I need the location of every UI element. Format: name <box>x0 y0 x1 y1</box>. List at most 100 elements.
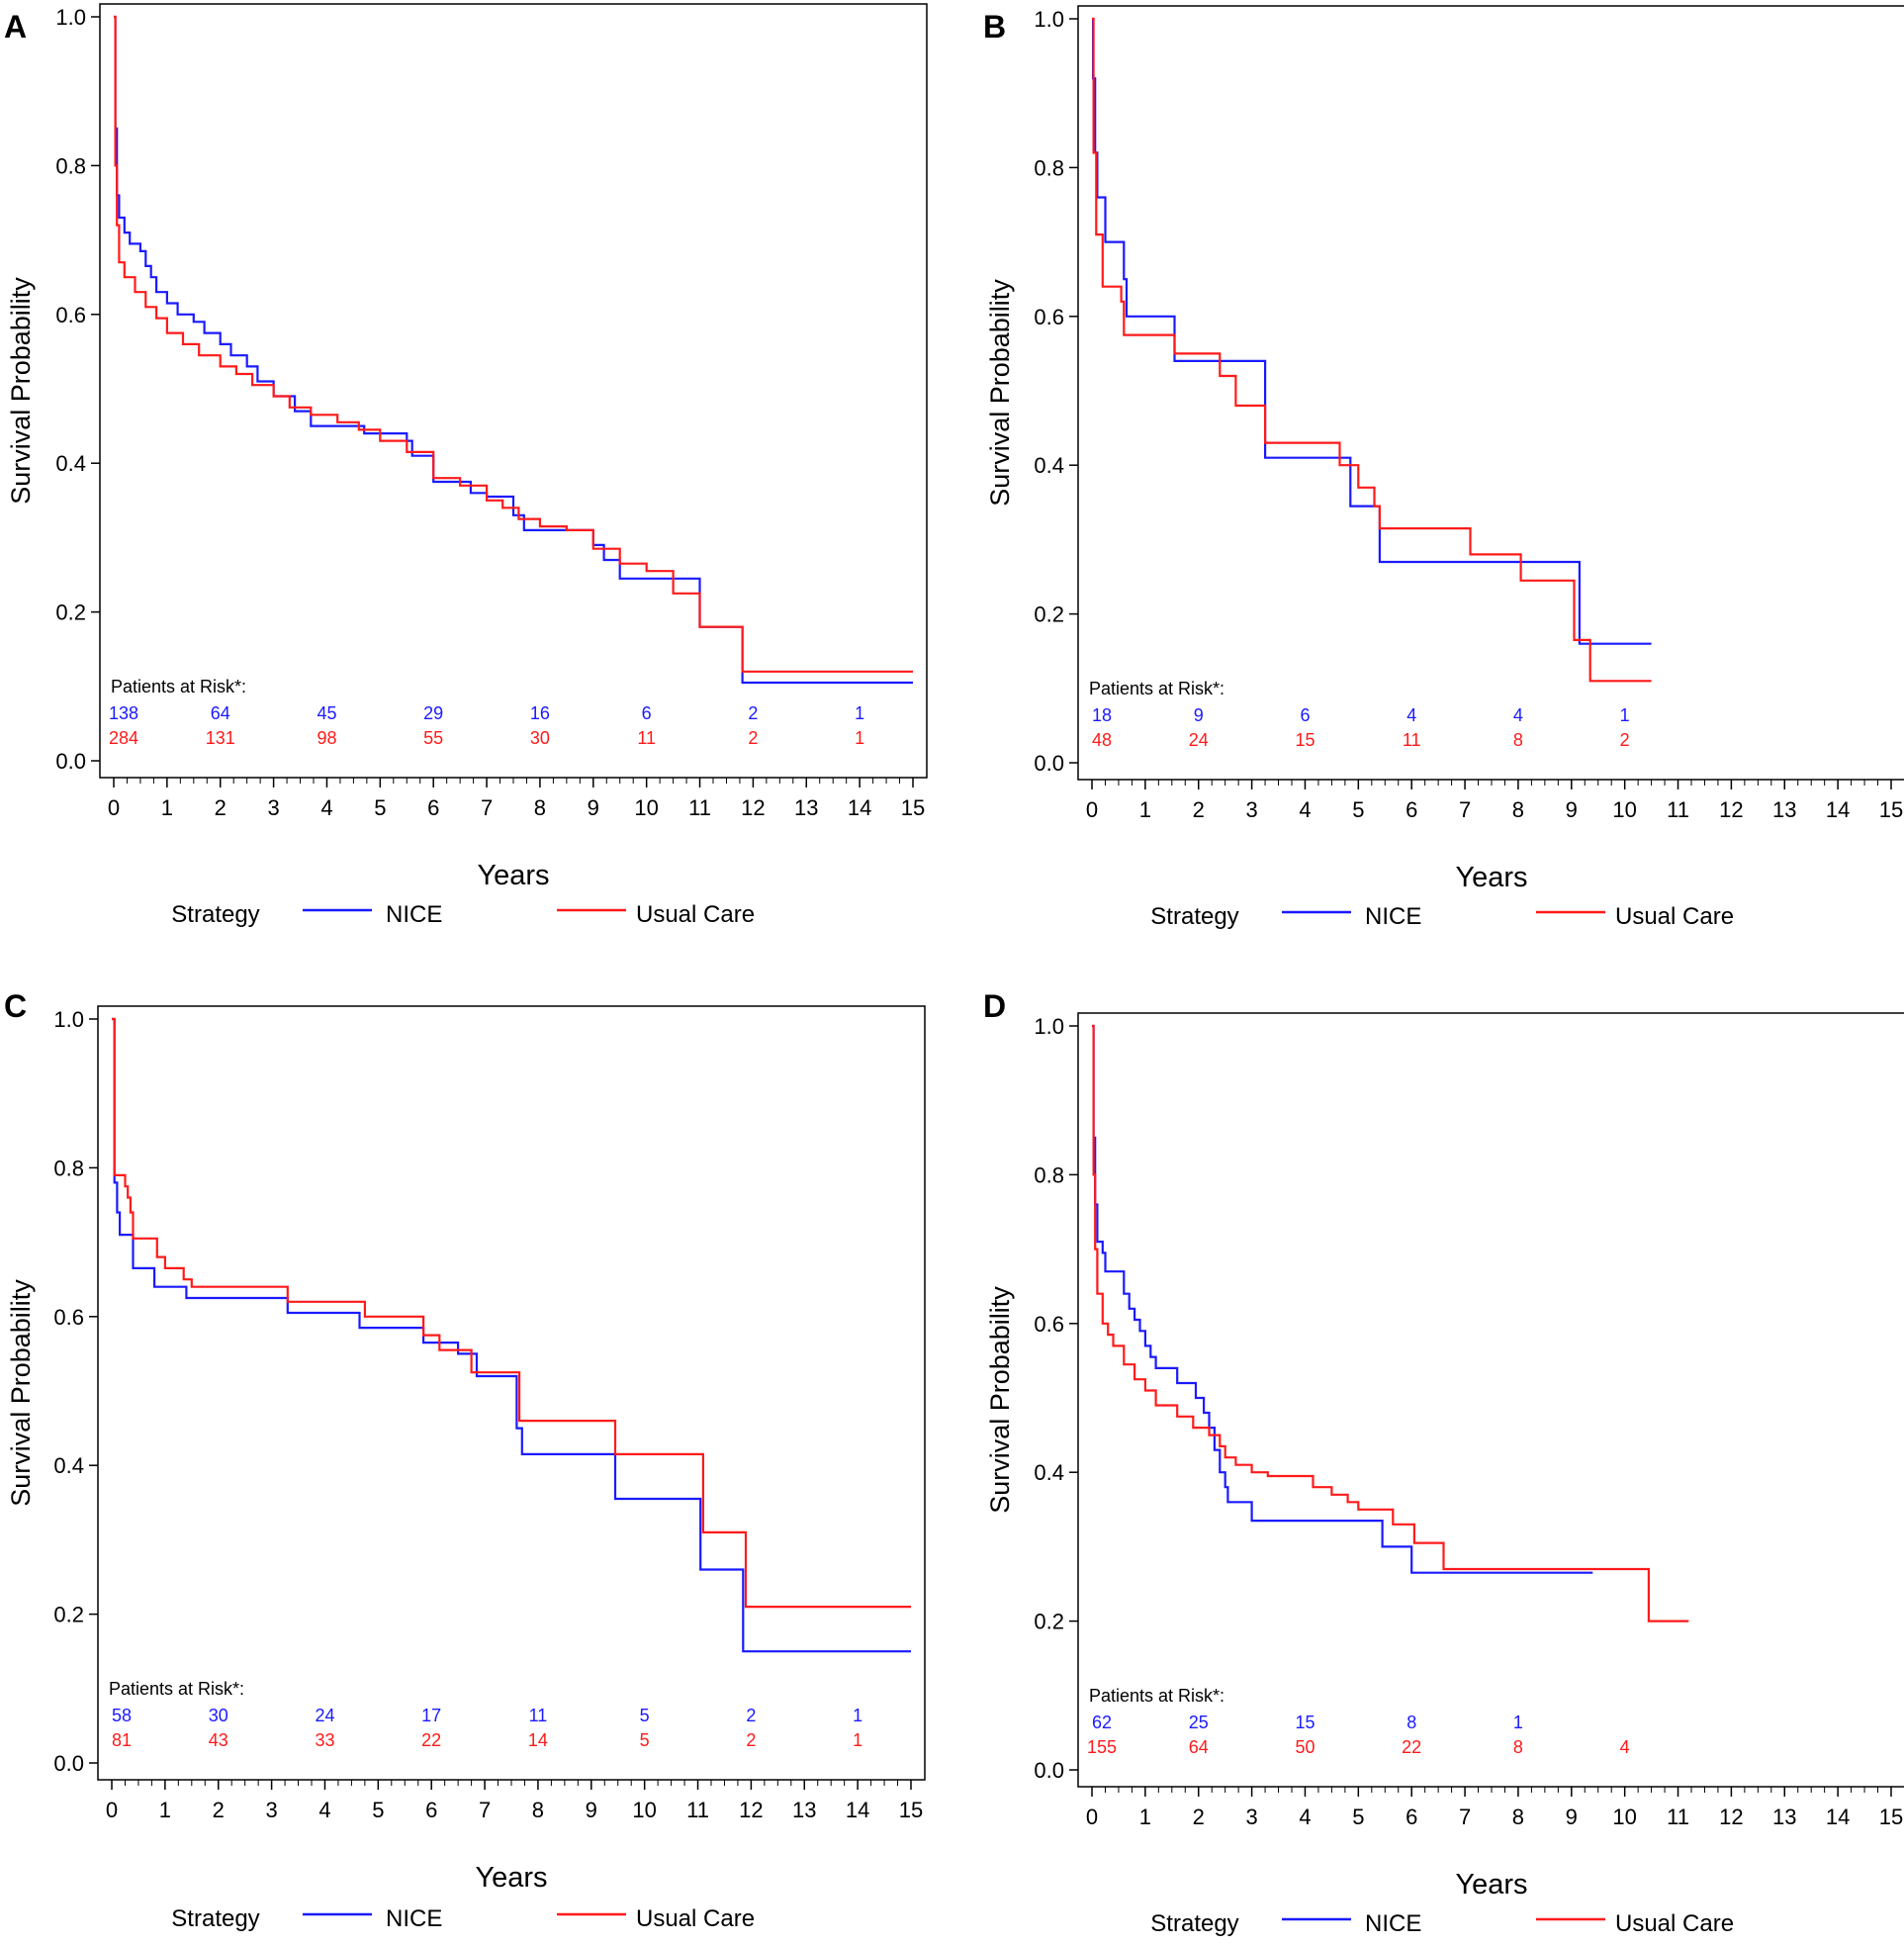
series-line-nice <box>1092 1024 1593 1574</box>
y-tick-label: 0.8 <box>55 153 86 178</box>
risk-count-usual-care: 284 <box>109 728 138 748</box>
y-tick-label: 0.0 <box>1034 751 1064 776</box>
x-tick-label: 2 <box>215 795 227 820</box>
x-tick-label: 9 <box>1566 1805 1578 1829</box>
y-tick-label: 0.6 <box>1034 1312 1064 1337</box>
legend-label-nice: NICE <box>386 901 442 928</box>
y-tick-label: 1.0 <box>55 5 86 30</box>
x-tick-label: 10 <box>632 1798 656 1822</box>
risk-count-nice: 24 <box>315 1706 334 1725</box>
x-tick-label: 9 <box>586 1798 597 1822</box>
x-axis-title: Years <box>1455 862 1527 893</box>
y-axis-title: Survival Probability <box>6 277 36 505</box>
x-tick-label: 13 <box>1772 797 1796 822</box>
y-tick-label: 0.0 <box>1034 1758 1064 1783</box>
x-tick-label: 14 <box>848 795 871 820</box>
y-tick-label: 0.8 <box>1034 1162 1064 1187</box>
risk-count-nice: 15 <box>1295 1713 1315 1732</box>
x-tick-label: 12 <box>739 1798 763 1822</box>
y-tick-label: 1.0 <box>1034 7 1064 32</box>
x-tick-label: 8 <box>534 795 546 820</box>
risk-count-usual-care: 81 <box>112 1730 132 1750</box>
x-tick-label: 0 <box>106 1798 118 1822</box>
risk-count-nice: 17 <box>421 1706 441 1725</box>
x-tick-label: 5 <box>1352 797 1364 822</box>
risk-count-usual-care: 1 <box>853 1730 862 1750</box>
legend: Strategy NICE Usual Care <box>1150 1910 1734 1937</box>
risk-count-usual-care: 98 <box>317 728 336 748</box>
risk-table-title: Patients at Risk*: <box>1089 679 1224 698</box>
x-tick-label: 0 <box>1086 797 1098 822</box>
x-tick-label: 3 <box>265 1798 277 1822</box>
x-tick-label: 3 <box>1245 1805 1257 1829</box>
risk-count-usual-care: 8 <box>1513 730 1523 750</box>
risk-count-usual-care: 155 <box>1087 1737 1117 1757</box>
risk-count-usual-care: 131 <box>206 728 235 748</box>
x-tick-label: 15 <box>899 1798 923 1822</box>
risk-count-nice: 58 <box>112 1706 132 1725</box>
y-tick-label: 0.6 <box>53 1305 84 1330</box>
x-tick-label: 7 <box>481 795 493 820</box>
x-tick-label: 1 <box>161 795 173 820</box>
series-line-usual-care <box>1092 17 1652 683</box>
x-tick-label: 15 <box>1879 797 1903 822</box>
risk-count-usual-care: 1 <box>855 728 864 748</box>
y-tick-label: 0.4 <box>53 1453 84 1478</box>
risk-count-usual-care: 22 <box>421 1730 441 1750</box>
legend-title: Strategy <box>1150 1910 1238 1937</box>
x-tick-label: 11 <box>1667 1805 1689 1829</box>
risk-count-nice: 4 <box>1513 705 1523 725</box>
y-axis-title: Survival Probability <box>6 1279 36 1507</box>
x-tick-label: 1 <box>1139 1805 1151 1829</box>
risk-count-usual-care: 64 <box>1189 1737 1209 1757</box>
plot-frame <box>99 3 928 779</box>
legend: Strategy NICE Usual Care <box>1150 903 1734 930</box>
risk-count-nice: 30 <box>209 1706 228 1725</box>
risk-count-usual-care: 2 <box>748 728 758 748</box>
legend-title: Strategy <box>171 901 259 928</box>
x-tick-label: 13 <box>792 1798 816 1822</box>
risk-count-usual-care: 4 <box>1620 1737 1630 1757</box>
x-tick-label: 15 <box>901 795 925 820</box>
x-tick-label: 5 <box>374 795 386 820</box>
risk-count-usual-care: 2 <box>746 1730 756 1750</box>
y-tick-label: 0.6 <box>55 303 86 327</box>
y-tick-label: 0.0 <box>53 1751 84 1776</box>
y-tick-label: 0.4 <box>55 451 86 476</box>
y-tick-label: 0.8 <box>53 1156 84 1180</box>
panel-letter: B <box>983 9 1006 45</box>
x-tick-label: 14 <box>1826 1805 1850 1829</box>
y-tick-label: 0.4 <box>1034 1460 1064 1485</box>
plot-frame <box>1077 1012 1904 1788</box>
x-tick-label: 0 <box>1086 1805 1098 1829</box>
x-axis-title: Years <box>477 860 549 891</box>
y-axis-title: Survival Probability <box>985 1286 1015 1514</box>
risk-count-nice: 1 <box>855 703 864 723</box>
x-tick-label: 10 <box>1612 797 1636 822</box>
y-tick-label: 0.0 <box>55 749 86 774</box>
plot-frame <box>97 1005 926 1781</box>
risk-count-nice: 1 <box>853 1706 862 1725</box>
x-tick-label: 11 <box>1667 797 1689 822</box>
x-axis-title: Years <box>1455 1869 1527 1900</box>
x-tick-label: 4 <box>320 795 332 820</box>
x-tick-label: 10 <box>634 795 658 820</box>
risk-count-usual-care: 50 <box>1295 1737 1315 1757</box>
y-tick-label: 0.2 <box>1034 602 1064 627</box>
x-tick-label: 0 <box>108 795 120 820</box>
x-tick-label: 6 <box>1405 797 1417 822</box>
series-line-usual-care <box>112 1017 911 1609</box>
x-tick-label: 8 <box>1512 797 1524 822</box>
x-tick-label: 2 <box>1193 797 1205 822</box>
panel-letter: A <box>4 9 27 45</box>
risk-count-usual-care: 14 <box>528 1730 548 1750</box>
y-tick-label: 1.0 <box>1034 1014 1064 1039</box>
x-tick-label: 8 <box>532 1798 544 1822</box>
x-tick-label: 13 <box>1772 1805 1796 1829</box>
legend-label-usual-care: Usual Care <box>636 901 755 928</box>
chart-panel-b: B0.00.20.40.60.81.00 1 2 3 4 5 6 7 8 9 10 11 12 13 14 1… <box>983 5 1904 930</box>
legend-label-usual-care: Usual Care <box>636 1905 755 1932</box>
risk-count-usual-care: 24 <box>1189 730 1209 750</box>
risk-count-usual-care: 30 <box>530 728 550 748</box>
